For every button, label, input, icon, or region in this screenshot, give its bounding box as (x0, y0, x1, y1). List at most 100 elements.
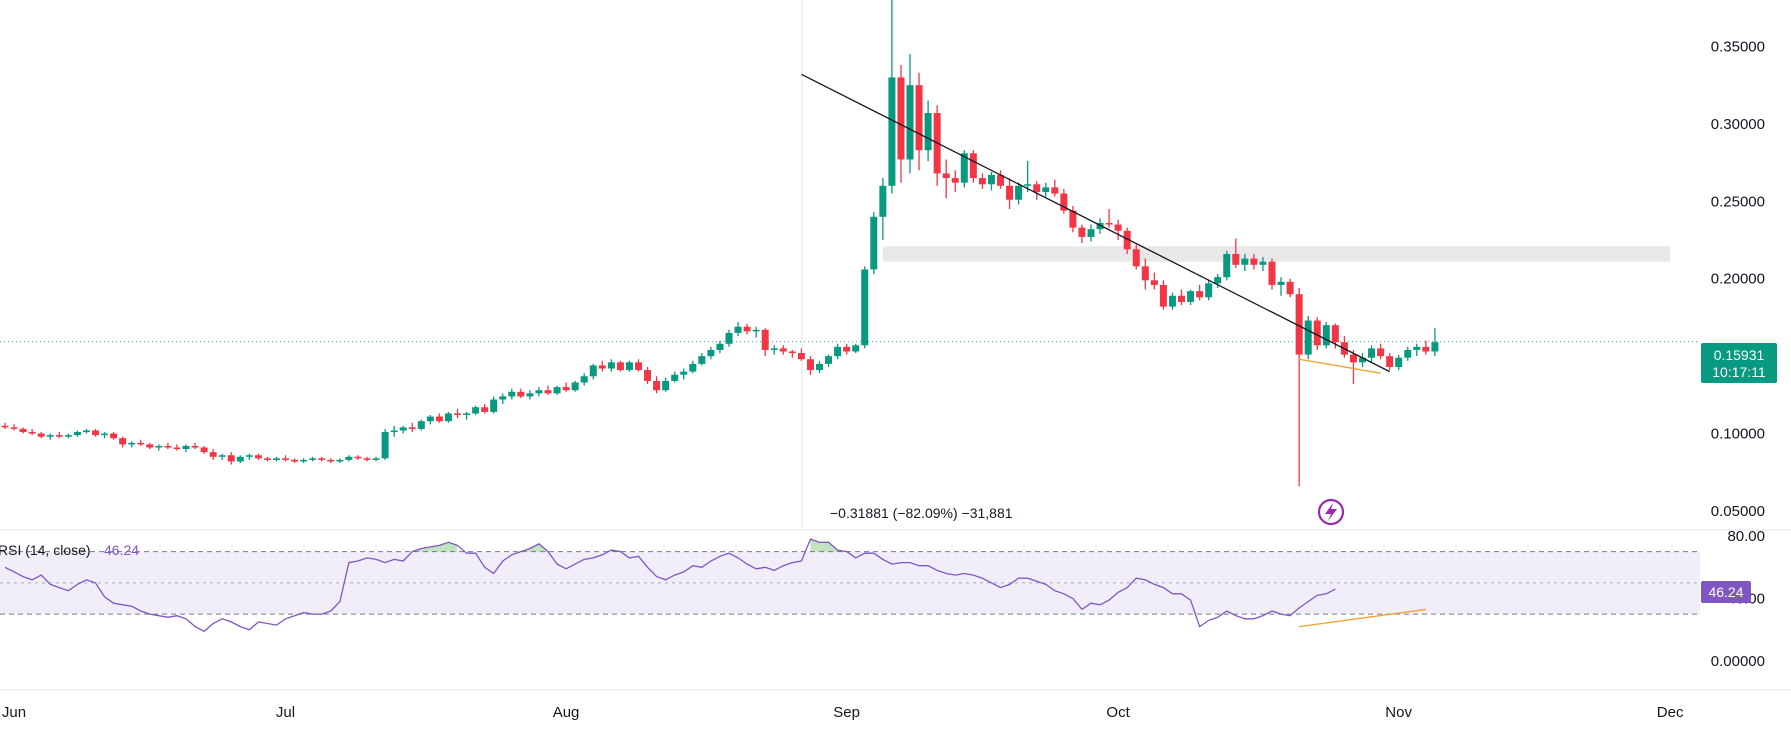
candle-body (1087, 229, 1095, 237)
rsi-overbought-fill (412, 539, 847, 552)
candle-body (1232, 253, 1240, 265)
candle-body (716, 343, 724, 350)
time-tick-label: Jul (276, 704, 295, 721)
candle-body (1277, 281, 1285, 285)
candle-body (399, 427, 407, 431)
candle-body (562, 387, 570, 391)
price-pane: 0.35000 0.30000 0.25000 0.20000 0.10000 0.050… (0, 0, 1777, 530)
candle-body (1069, 210, 1077, 228)
candle-body (743, 326, 751, 332)
candle-body (1150, 280, 1158, 285)
rsi-divergence-line[interactable] (1299, 608, 1426, 628)
candle-body (1078, 227, 1086, 237)
candle-body (19, 428, 27, 433)
candle-body (725, 332, 733, 344)
rsi-value: 46.24 (1708, 584, 1743, 600)
time-tick-label: Dec (1657, 704, 1684, 721)
candle-body (589, 365, 597, 377)
time-tick-label: Aug (553, 704, 580, 721)
candle-body (282, 458, 290, 460)
trendline[interactable] (801, 73, 1390, 373)
candle-body (10, 427, 18, 429)
candle-body (1205, 283, 1213, 298)
candle-body (300, 459, 308, 462)
candle-body (227, 455, 235, 462)
candle-body (1015, 185, 1023, 200)
candle-body (924, 113, 932, 151)
candle-body (680, 371, 688, 375)
candle-body (1422, 346, 1430, 352)
candle-body (1386, 356, 1394, 367)
candle-body (987, 174, 995, 185)
rsi-tick-label: 80.00 (1727, 528, 1765, 545)
candle-body (200, 447, 208, 453)
candle-body (82, 430, 90, 433)
candle-body (1313, 320, 1321, 346)
candle-body (245, 455, 253, 457)
price-axis: 0.35000 0.30000 0.25000 0.20000 0.10000 0.050… (1711, 38, 1765, 520)
candle-body (354, 456, 362, 459)
rsi-legend-value: 46.24 (104, 542, 139, 558)
candle-body (635, 362, 642, 371)
candle-body (408, 427, 416, 429)
candle-body (490, 399, 498, 412)
time-axis[interactable]: Jun Jul Aug Sep Oct Nov Dec (2, 704, 1684, 721)
rsi-band (0, 551, 1700, 615)
candle-body (978, 178, 986, 185)
candle-body (788, 351, 796, 354)
candle-body (897, 77, 905, 160)
candle-body (843, 346, 851, 352)
candle-body (164, 445, 172, 448)
candle-body (1196, 291, 1204, 298)
candle-body (472, 407, 480, 414)
lightning-icon[interactable] (1317, 498, 1345, 526)
candle-body (1286, 281, 1294, 295)
candle-body (1223, 253, 1231, 278)
resistance-zone[interactable] (882, 246, 1671, 262)
candle-body (644, 370, 652, 381)
candle-body (1268, 261, 1276, 285)
candle-body (64, 435, 72, 437)
rsi-legend-label[interactable]: RSI (14, close) (0, 542, 91, 558)
candle-body (571, 382, 579, 391)
candle-body (779, 348, 787, 352)
candle-body (1096, 222, 1104, 230)
candle-body (1033, 184, 1041, 193)
candle-body (770, 348, 778, 350)
candle-body (598, 365, 606, 369)
candle-body (1431, 342, 1439, 352)
time-tick-label: Jun (2, 704, 26, 721)
candle-body (1187, 291, 1195, 302)
candle-body (155, 445, 163, 448)
candle-body (444, 413, 452, 422)
candle-body (969, 153, 977, 179)
candle-body (218, 455, 226, 457)
candle-body (879, 185, 887, 217)
candle-body (381, 432, 389, 459)
candle-body (698, 356, 706, 364)
candle-body (318, 458, 326, 460)
candle-body (761, 329, 769, 350)
candle-body (906, 85, 914, 160)
price-tick-label: 0.05000 (1711, 503, 1765, 520)
candle-body (435, 416, 443, 422)
candle-body (861, 269, 869, 346)
candle-body (625, 362, 633, 371)
candle-body (363, 458, 371, 460)
support-trendline[interactable] (1299, 358, 1381, 374)
candle-body (553, 387, 561, 394)
candle-body (1123, 230, 1131, 250)
candle-body (291, 459, 299, 462)
candle-body (870, 216, 878, 270)
candle-body (254, 455, 262, 459)
candle-body (37, 433, 45, 437)
candle-body (1132, 249, 1140, 267)
candle-body (1024, 184, 1032, 186)
price-tick-label: 0.10000 (1711, 426, 1765, 443)
candle-body (309, 458, 317, 460)
candle-body (825, 356, 833, 364)
candle-body (1368, 348, 1376, 358)
candle-body (454, 413, 461, 415)
candle-body (653, 380, 661, 391)
